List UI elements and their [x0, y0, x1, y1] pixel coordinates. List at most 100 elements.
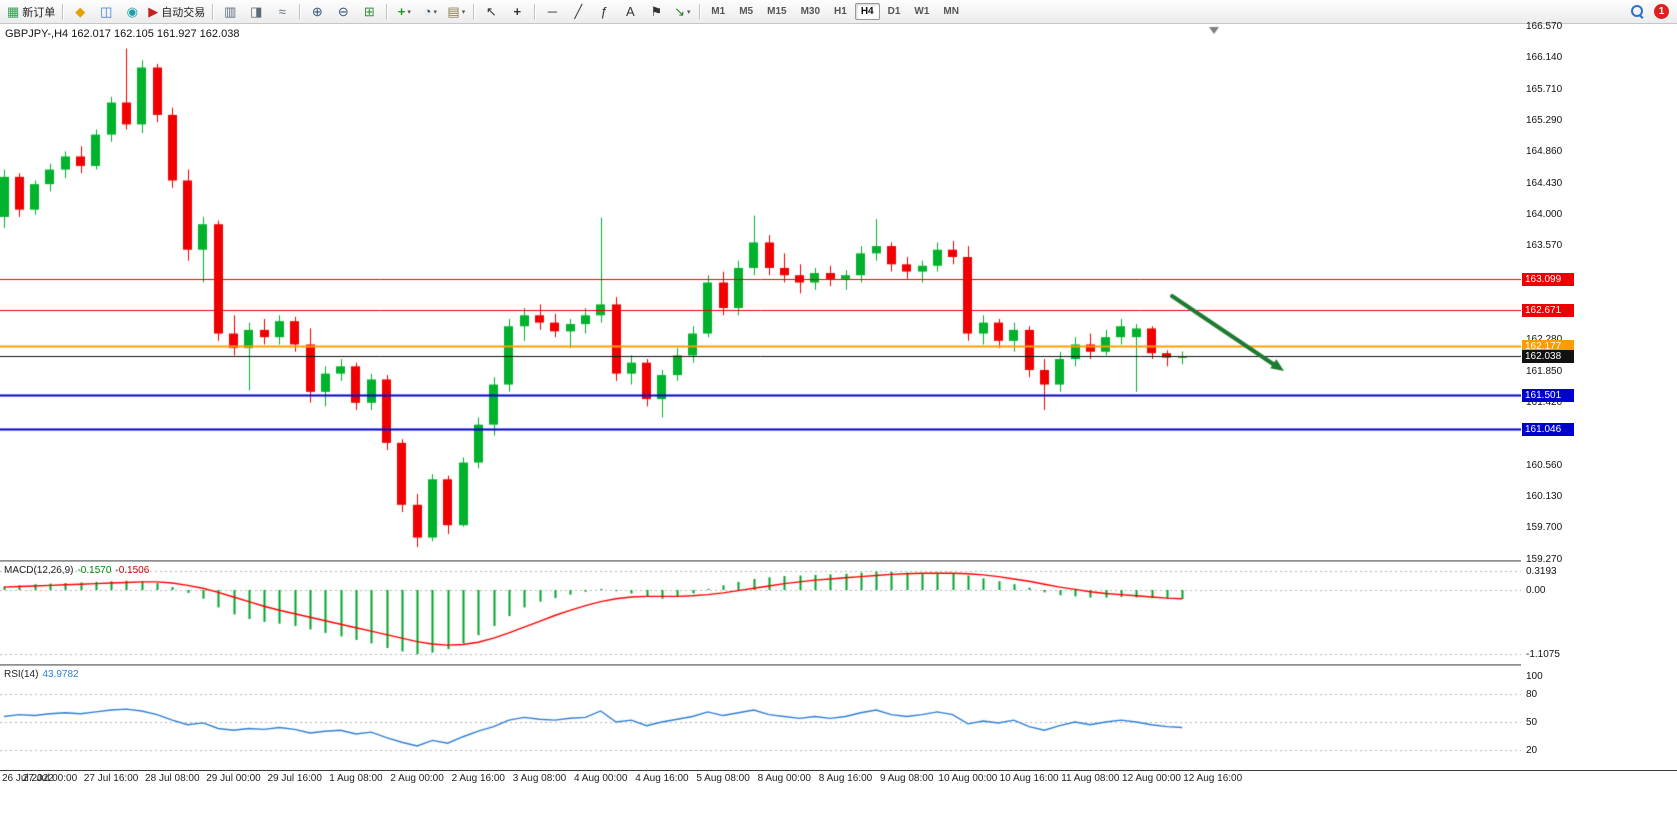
- time-axis-label: 1 Aug 08:00: [329, 773, 383, 784]
- timeframe-h4-button[interactable]: H4: [854, 3, 880, 20]
- macd-panel-separator[interactable]: [0, 560, 1677, 562]
- autotrade-label: 自动交易: [161, 6, 206, 19]
- time-axis-label: 2 Aug 00:00: [390, 773, 444, 784]
- macd-scale-label: -1.1075: [1526, 649, 1560, 661]
- search-icon[interactable]: [1624, 1, 1650, 23]
- time-axis[interactable]: 26 Jul 2022 27 Jul 00:00 27 Jul 16:00 28 Ju…: [0, 771, 1677, 839]
- support-line-1-badge: 161.501: [1522, 389, 1574, 403]
- bid-price-line-badge: 162.038: [1522, 350, 1574, 364]
- timeframe-h1-button[interactable]: H1: [834, 6, 847, 17]
- toolbar: ▦ 新订单 ◆ ◫ ◉ ▶ 自动交易 ▥ ◨ ≈ ⊕ ⊖ ⊞ + ▾ ◔ ▾ ▤ ▾ ↖ + ─ ╱ ƒ A ⚑ ↘ ▾ M1 M5 M15…: [0, 0, 1677, 24]
- periods-button[interactable]: ◔ ▾: [417, 1, 443, 23]
- rsi-level-label: 20: [1526, 744, 1538, 756]
- price-axis-label: 165.710: [1526, 83, 1563, 95]
- price-axis-label: 161.420: [1526, 397, 1563, 409]
- time-axis-label: 29 Jul 16:00: [267, 773, 322, 784]
- time-axis-label: 27 Jul 00:00: [22, 773, 78, 784]
- text-tool-icon: A: [625, 4, 635, 19]
- crosshair-button[interactable]: +: [504, 1, 530, 23]
- arrows-tool-button[interactable]: ↘ ▾: [669, 1, 695, 23]
- timeframe-m30-button[interactable]: M30: [800, 6, 821, 17]
- zoom-in-button[interactable]: ⊕: [304, 1, 330, 23]
- chart-line-button[interactable]: ≈: [269, 1, 295, 23]
- rsi-panel-canvas[interactable]: [0, 666, 1521, 770]
- text-tool-button[interactable]: A: [617, 1, 643, 23]
- new-order-label: 新订单: [22, 6, 56, 19]
- time-axis-label: 9 Aug 08:00: [879, 773, 934, 784]
- toolbar-separator: [386, 3, 388, 20]
- price-axis-label: 159.700: [1526, 522, 1563, 534]
- price-axis-label: 160.560: [1526, 459, 1563, 471]
- timeframe-m5-button[interactable]: M5: [739, 6, 754, 17]
- templates-button[interactable]: ▤ ▾: [443, 1, 469, 23]
- hline-tool-icon: ─: [547, 4, 557, 19]
- macd-scale-label: 0.00: [1526, 585, 1546, 596]
- macd-scale-label: 0.3193: [1526, 566, 1557, 578]
- trendline-tool-icon: ╱: [574, 4, 583, 19]
- price-axis-label: 163.570: [1526, 240, 1563, 252]
- chart-bars-icon: ▥: [224, 4, 237, 19]
- chart-bars-button[interactable]: ▥: [217, 1, 243, 23]
- crosshair-icon: +: [513, 4, 522, 19]
- cursor-button[interactable]: ↖: [478, 1, 504, 23]
- toolbar-separator: [62, 3, 64, 20]
- timeframe-mn-button[interactable]: MN: [943, 6, 959, 17]
- periods-icon: ◔: [423, 4, 432, 19]
- autotrade-button[interactable]: ▶ 自动交易: [145, 1, 208, 23]
- rsi-panel-separator[interactable]: [0, 664, 1677, 666]
- zoom-in-icon: ⊕: [311, 4, 323, 19]
- magnifier-handle: [1638, 14, 1644, 19]
- indicators-button[interactable]: + ▾: [391, 1, 417, 23]
- timeframe-m15-button[interactable]: M15: [767, 6, 787, 17]
- toolbar-separator: [212, 3, 214, 20]
- layout-profiles-button[interactable]: ◆: [67, 1, 93, 23]
- time-axis-label: 27 Jul 16:00: [83, 773, 139, 784]
- rsi-name: RSI(14): [4, 669, 39, 680]
- time-axis-label: 4 Aug 16:00: [635, 773, 689, 784]
- time-axis-label: 12 Aug 00:00: [1122, 773, 1181, 784]
- rsi-value: 43.9782: [42, 669, 79, 680]
- notification-badge[interactable]: 1: [1654, 4, 1669, 19]
- resistance-line-2-badge: 162.671: [1522, 304, 1574, 318]
- macd-panel-canvas[interactable]: [0, 562, 1521, 664]
- new-order-icon: ▦: [7, 4, 20, 19]
- timeframe-m1-button[interactable]: M1: [711, 6, 726, 17]
- price-axis[interactable]: 166.570 166.140 165.710 165.290 164.860 164.4…: [1521, 21, 1677, 770]
- chart-workspace: GBPJPY-,H4 162.017 162.105 161.927 162.0…: [0, 21, 1677, 839]
- market-watch-button[interactable]: ◫: [93, 1, 119, 23]
- dropdown-caret-icon: ▾: [433, 8, 437, 16]
- price-axis-label: 161.850: [1526, 365, 1563, 377]
- chart-line-icon: ≈: [278, 4, 286, 19]
- toolbar-separator: [534, 3, 536, 20]
- dropdown-caret-icon: ▾: [407, 8, 411, 16]
- tile-windows-button[interactable]: ⊞: [356, 1, 382, 23]
- zoom-out-button[interactable]: ⊖: [330, 1, 356, 23]
- chart-title: GBPJPY-,H4 162.017 162.105 161.927 162.0…: [5, 28, 240, 40]
- time-axis-label: 26 Jul 2022: [2, 773, 54, 784]
- price-axis-label: 166.140: [1526, 52, 1563, 64]
- arrows-tool-icon: ↘: [674, 4, 685, 19]
- price-chart-canvas[interactable]: [0, 24, 1521, 561]
- time-axis-label: 2 Aug 16:00: [451, 773, 505, 784]
- magnifier-icon: [1630, 5, 1644, 19]
- fibo-tool-icon: ƒ: [600, 4, 608, 19]
- label-tool-button[interactable]: ⚑: [643, 1, 669, 23]
- timeframe-w1-button[interactable]: W1: [914, 6, 930, 17]
- hline-tool-button[interactable]: ─: [539, 1, 565, 23]
- price-axis-label: 159.270: [1526, 553, 1563, 565]
- chart-candles-icon: ◨: [250, 4, 263, 19]
- cursor-icon: ↖: [485, 4, 497, 19]
- time-axis-label: 11 Aug 08:00: [1061, 773, 1120, 784]
- chart-candles-button[interactable]: ◨: [243, 1, 269, 23]
- navigator-button[interactable]: ◉: [119, 1, 145, 23]
- time-axis-border: [0, 770, 1677, 771]
- resistance-line-1-badge: 163.099: [1522, 272, 1574, 286]
- time-axis-label: 28 Jul 08:00: [145, 773, 200, 784]
- price-axis-label: 164.430: [1526, 177, 1563, 189]
- rsi-level-label: 100: [1526, 671, 1543, 682]
- new-order-button[interactable]: ▦ 新订单: [4, 1, 58, 23]
- price-axis-label: 164.860: [1526, 146, 1563, 158]
- fibo-tool-button[interactable]: ƒ: [591, 1, 617, 23]
- trendline-tool-button[interactable]: ╱: [565, 1, 591, 23]
- timeframe-d1-button[interactable]: D1: [887, 6, 901, 17]
